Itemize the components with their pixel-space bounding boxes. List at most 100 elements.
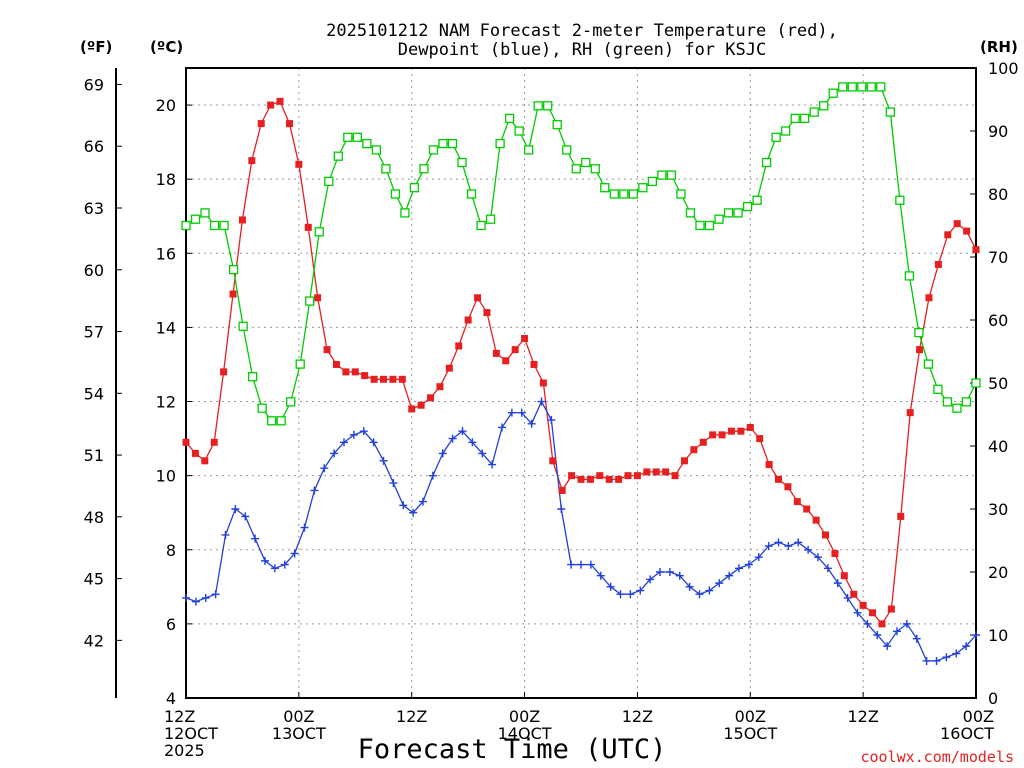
temperature-point <box>878 620 886 628</box>
rh-point <box>533 101 543 111</box>
temperature-point <box>690 446 698 454</box>
dewpoint-point <box>794 538 803 547</box>
dewpoint-point <box>814 553 822 562</box>
dewpoint-point <box>201 593 210 602</box>
temperature-point <box>549 457 557 465</box>
temperature-point <box>539 379 547 387</box>
rh-point <box>638 183 648 193</box>
dewpoint-point <box>507 408 516 417</box>
rh-tick-label: 50 <box>988 374 1008 393</box>
rh-point <box>685 208 696 218</box>
temperature-point <box>276 97 284 105</box>
temperature-point <box>916 346 924 354</box>
rh-point <box>619 189 629 199</box>
rh-point <box>923 359 934 369</box>
rh-point <box>200 208 210 218</box>
temperature-point <box>577 475 585 483</box>
rh-point <box>733 208 743 218</box>
dewpoint-point <box>804 545 813 554</box>
temperature-point <box>417 401 425 409</box>
x-tick-label: 12Z <box>622 707 653 726</box>
temperature-point <box>887 605 895 613</box>
x-tick-label: 13OCT <box>272 724 326 743</box>
x-tick-label: 15OCT <box>723 724 777 743</box>
temperature-point <box>756 435 764 443</box>
rh-point <box>857 82 867 92</box>
dewpoint-point <box>330 449 339 458</box>
dewpoint-point <box>428 471 437 480</box>
rh-point <box>866 82 876 92</box>
temperature-point <box>445 364 453 372</box>
rh-tick-label: 60 <box>988 311 1008 330</box>
dewpoint-point <box>784 542 793 551</box>
dewpoint-point <box>833 579 842 588</box>
dewpoint-point <box>715 579 724 588</box>
dewpoint-point <box>636 586 645 595</box>
rh-point <box>514 126 524 136</box>
rh-point <box>371 145 382 155</box>
dewpoint-point <box>290 549 299 558</box>
dewpoint-point <box>863 619 872 628</box>
dewpoint-point <box>448 434 457 443</box>
temperature-point <box>389 375 397 383</box>
dewpoint-point <box>409 508 418 517</box>
temperature-point <box>568 472 576 480</box>
x-tick-label: 14OCT <box>498 724 552 743</box>
rh-point <box>761 157 772 168</box>
rh-point <box>780 126 791 136</box>
temperature-point <box>775 475 782 483</box>
x-tick-label: 00Z <box>735 707 766 726</box>
dewpoint-point <box>498 423 506 432</box>
temperature-point <box>615 475 623 483</box>
rh-point <box>571 164 581 174</box>
temperature-point <box>304 223 312 231</box>
dewpoint-point <box>557 505 566 513</box>
rh-point <box>324 176 334 187</box>
temperature-point <box>398 375 406 383</box>
rh-point <box>752 195 762 205</box>
fahrenheit-tick-label: 54 <box>84 384 104 403</box>
temperature-point <box>464 316 472 324</box>
rh-point <box>276 416 286 426</box>
dewpoint-point <box>280 560 289 569</box>
rh-point <box>657 170 667 180</box>
dewpoint-point <box>211 590 220 599</box>
fahrenheit-tick-label: 45 <box>84 570 104 589</box>
chart-title-line2: Dewpoint (blue), RH (green) for KSJC <box>398 40 766 60</box>
temperature-point <box>257 120 265 128</box>
dewpoint-point <box>972 631 980 639</box>
dewpoint-point <box>438 449 447 458</box>
dewpoint-point <box>300 523 309 532</box>
rh-point <box>419 164 429 174</box>
rh-point <box>333 151 343 161</box>
temperature-point <box>502 357 510 365</box>
dewpoint-point <box>586 560 595 569</box>
dewpoint-point <box>754 553 763 562</box>
dewpoint-point <box>349 430 358 439</box>
rh-point <box>742 201 753 212</box>
rh-point <box>362 138 372 149</box>
celsius-tick-label: 10 <box>156 467 176 486</box>
dewpoint-point <box>932 656 941 665</box>
temperature-point <box>229 290 237 298</box>
dewpoint-point <box>379 456 388 465</box>
temperature-point <box>822 531 830 539</box>
rh-point <box>695 220 705 231</box>
fahrenheit-tick-label: 63 <box>84 199 104 218</box>
dewpoint-point <box>517 408 526 417</box>
rh-point <box>838 82 848 92</box>
chart-title-line1: 2025101212 NAM Forecast 2-meter Temperat… <box>326 21 838 41</box>
temperature-point <box>624 472 632 480</box>
rh-point <box>600 183 610 193</box>
dewpoint-point <box>685 582 694 591</box>
rh-point <box>495 138 505 149</box>
rh-point <box>942 397 953 407</box>
x-axis-label: Forecast Time (UTC) <box>358 734 667 765</box>
rh-point <box>676 189 686 199</box>
rh-point <box>295 359 305 369</box>
x-tick-label: 2025 <box>164 741 205 760</box>
temperature-point <box>436 383 444 391</box>
x-tick-label: 00Z <box>509 707 540 726</box>
rh-tick-label: 70 <box>988 248 1008 267</box>
